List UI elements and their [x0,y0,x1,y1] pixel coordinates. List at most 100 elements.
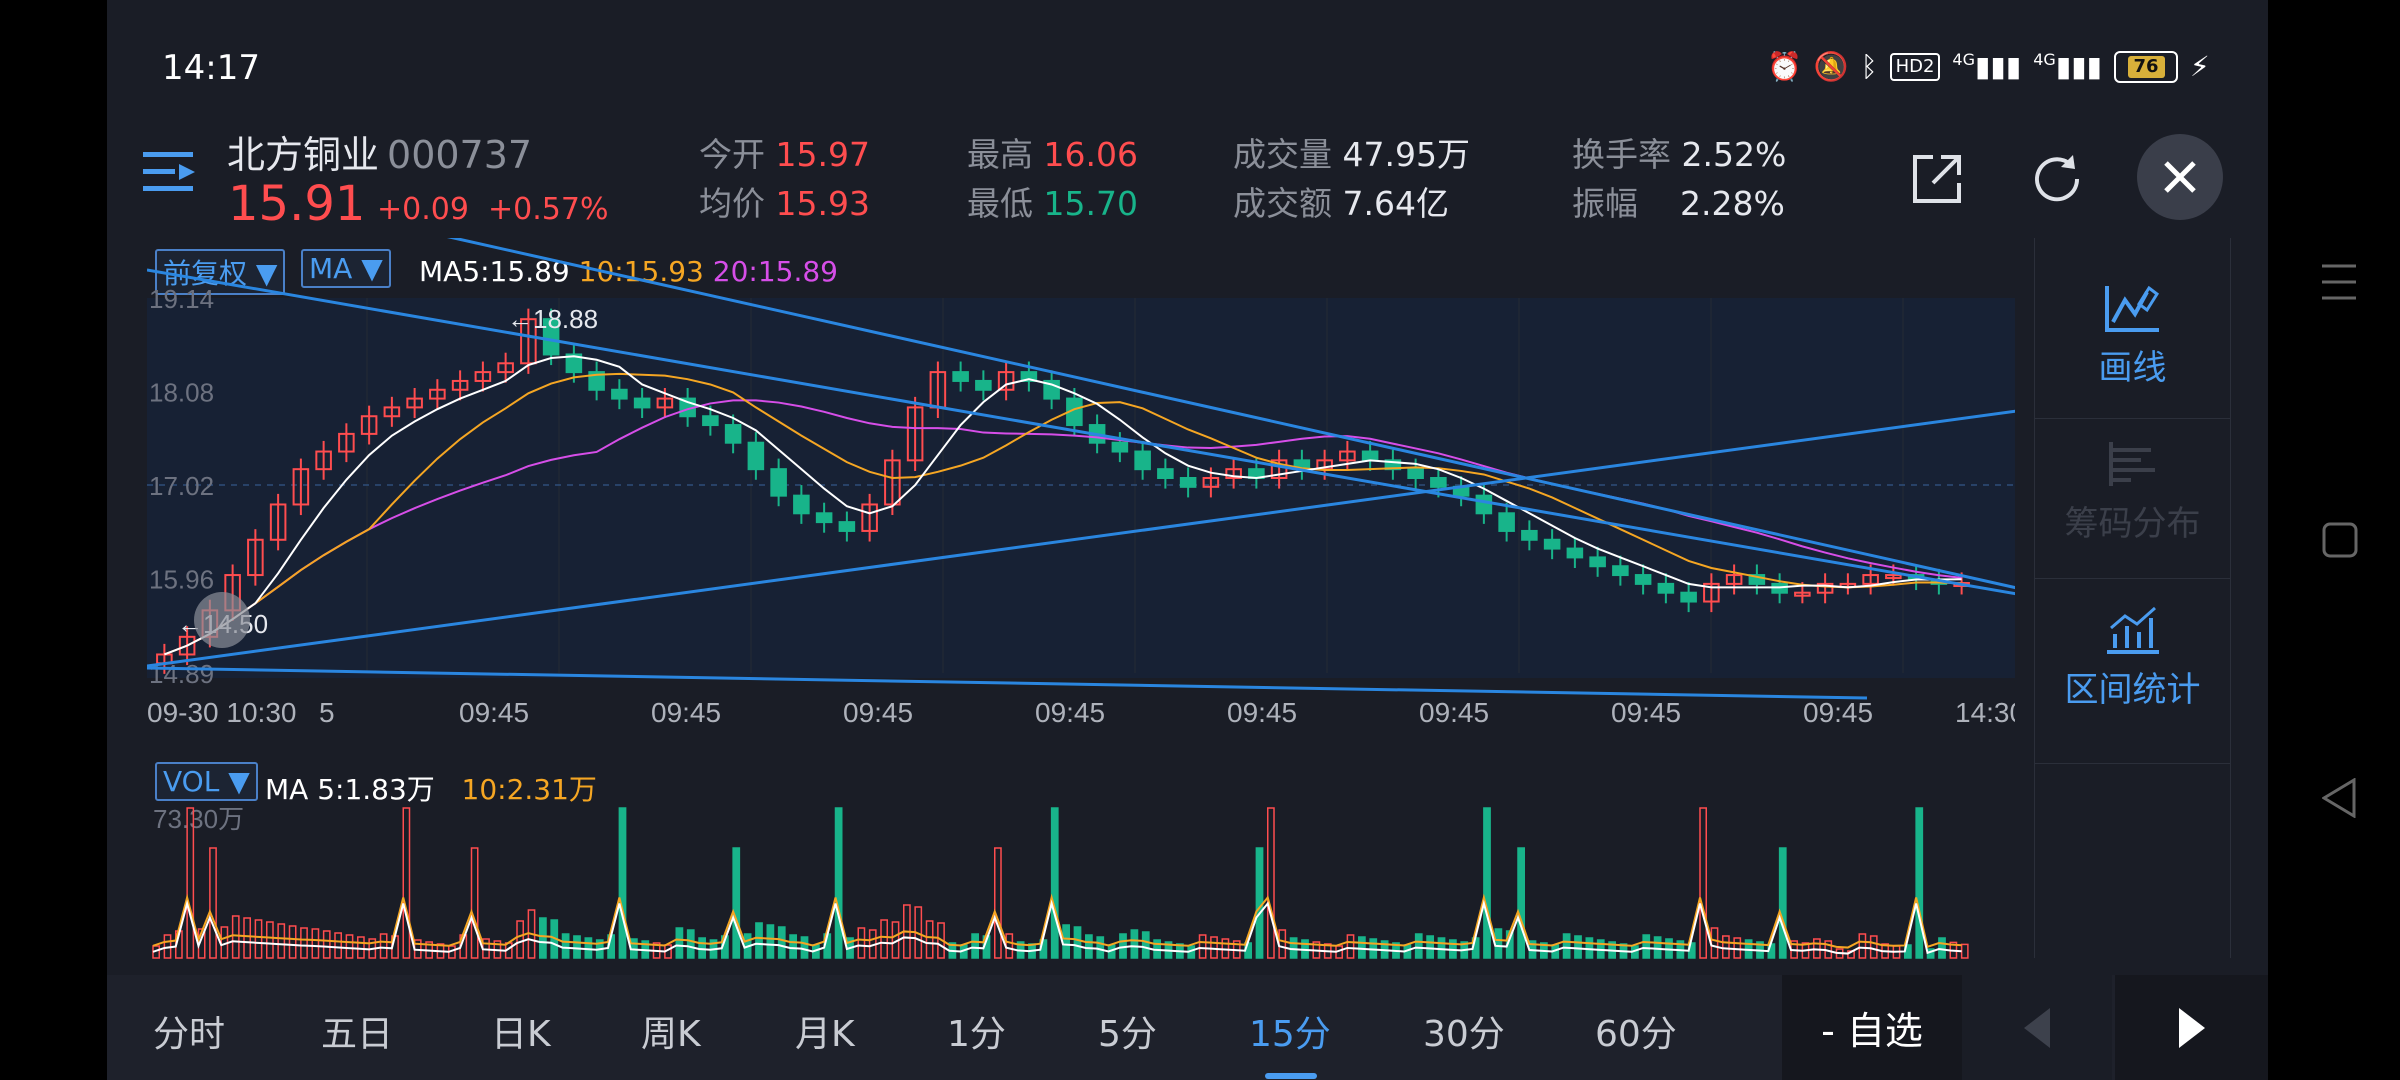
volume-chart[interactable]: 73.30万 [147,752,2015,962]
volume-bar [755,922,763,959]
tab-15min[interactable]: 15分 [1249,1014,1331,1055]
tab-weekly[interactable]: 周K [641,1014,701,1055]
candle-body [247,538,264,577]
active-tab-indicator [1265,1073,1317,1079]
candle-body [1794,591,1811,597]
volume-bar [686,929,695,959]
range-stats-tool[interactable]: 区间统计 [2035,604,2230,711]
signal-icon-2: 4G▮▮▮ [2033,50,2103,83]
volume-bar [1096,936,1105,959]
price-change: +0.09 +0.57% [377,192,609,227]
volume-bar [1426,935,1435,959]
candle-body [1225,468,1242,479]
x-tick-label: 09-30 10:30 [147,697,296,728]
volume-bar [584,937,593,959]
candle-body [1885,574,1902,580]
tab-1min[interactable]: 1分 [947,1014,1006,1055]
tab-30min[interactable]: 30分 [1423,1014,1505,1055]
volume-bar [266,921,274,959]
prev-button[interactable] [1962,975,2112,1080]
refresh-button[interactable] [2023,145,2091,213]
volume-bar [254,919,263,959]
tab-five-day[interactable]: 五日 [321,1014,394,1055]
candle-body [269,503,287,541]
trend-line [147,666,1868,700]
chevron-right-icon [2178,1007,2205,1048]
volume-bar [345,934,354,959]
candle-body [702,415,719,427]
vol-selector[interactable]: VOL ▼ [155,762,258,801]
chips-tool[interactable]: 筹码分布 [2035,438,2230,545]
volume-bar [1141,931,1150,959]
menu-icon[interactable] [141,148,197,196]
close-button[interactable] [2137,134,2223,220]
volume-max-label: 73.30万 [153,804,244,834]
candle-body [633,397,651,409]
volume-bar [300,927,308,959]
external-link-icon [1913,155,1961,203]
x-tick-label: 09:45 [1803,697,1873,728]
candle-body [1020,371,1038,382]
watchlist-button[interactable]: - 自选 [1782,975,1962,1080]
volume-bar [1005,933,1014,959]
candle-body [1157,468,1174,479]
candle-body [1703,582,1720,603]
tab-monthly[interactable]: 月K [795,1014,855,1055]
volume-bar [186,807,195,959]
volume-bar [1278,929,1287,959]
tab-intraday[interactable]: 分时 [153,1014,226,1055]
trend-line [147,409,2015,668]
volume-bar [1778,847,1787,959]
volume-bar [1210,936,1218,959]
candle-body [861,503,878,532]
trend-line [446,238,2015,590]
chevron-left-icon [2024,1007,2050,1048]
volume-bar [516,920,525,959]
stock-name: 北方铜业 000737 [227,133,533,177]
volume-bar [1653,936,1662,959]
volume-bar [1585,937,1594,959]
x-tick-label: 14:30 [1955,697,2015,728]
charging-icon: ⚡ [2190,50,2210,83]
volume-bar [1494,928,1503,959]
volume-bar [1358,936,1366,959]
volume-bar [1130,929,1139,959]
candle-body [406,397,423,409]
y-tick-label: 15.96 [149,565,214,595]
stock-app: 14:17 ⏰ 🔕 ᛒ HD2 4G▮▮▮ 4G▮▮▮ 76 ⚡ 北方铜业 000… [107,0,2268,1080]
volume-bar [379,933,388,959]
back-triangle-icon[interactable] [2322,778,2356,818]
x-tick-label: 09:45 [1035,697,1105,728]
mute-icon: 🔕 [1813,50,1849,83]
refresh-icon [2035,155,2080,202]
draw-tool[interactable]: 画线 [2035,282,2230,389]
ma5-line [164,355,1962,656]
tab-5min[interactable]: 5分 [1098,1014,1157,1055]
candle-body [747,441,765,471]
tab-60min[interactable]: 60分 [1595,1014,1677,1055]
volume-bar [1733,937,1742,959]
next-button[interactable] [2115,975,2268,1080]
tab-daily[interactable]: 日K [491,1014,551,1055]
candle-body [1407,468,1424,479]
candle-body [1748,574,1766,585]
channel-band [147,298,2015,678]
volume-bar [698,937,707,959]
candle-body [1521,529,1538,541]
volume-bar [1198,934,1207,959]
candle-body [975,379,992,391]
menu-lines-icon[interactable] [2320,262,2358,302]
volume-bar [1073,926,1082,959]
chip-distribution-icon [2108,442,2155,486]
volume-bar [925,920,934,959]
current-price: 15.91 [228,176,366,232]
home-square-icon[interactable] [2322,522,2358,558]
indicator-selector[interactable]: MA ▼ [301,249,391,288]
share-button[interactable] [1903,145,1971,213]
candle-body [1657,582,1675,594]
volume-bar [857,927,866,959]
candle-body [1725,574,1743,585]
vol-ma-info: MA 5:1.83万 10:2.31万 [265,773,597,806]
candle-body [1634,574,1652,585]
candlestick-chart[interactable]: 19.1418.0817.0215.9614.89←18.88←14.5009-… [147,238,2015,748]
